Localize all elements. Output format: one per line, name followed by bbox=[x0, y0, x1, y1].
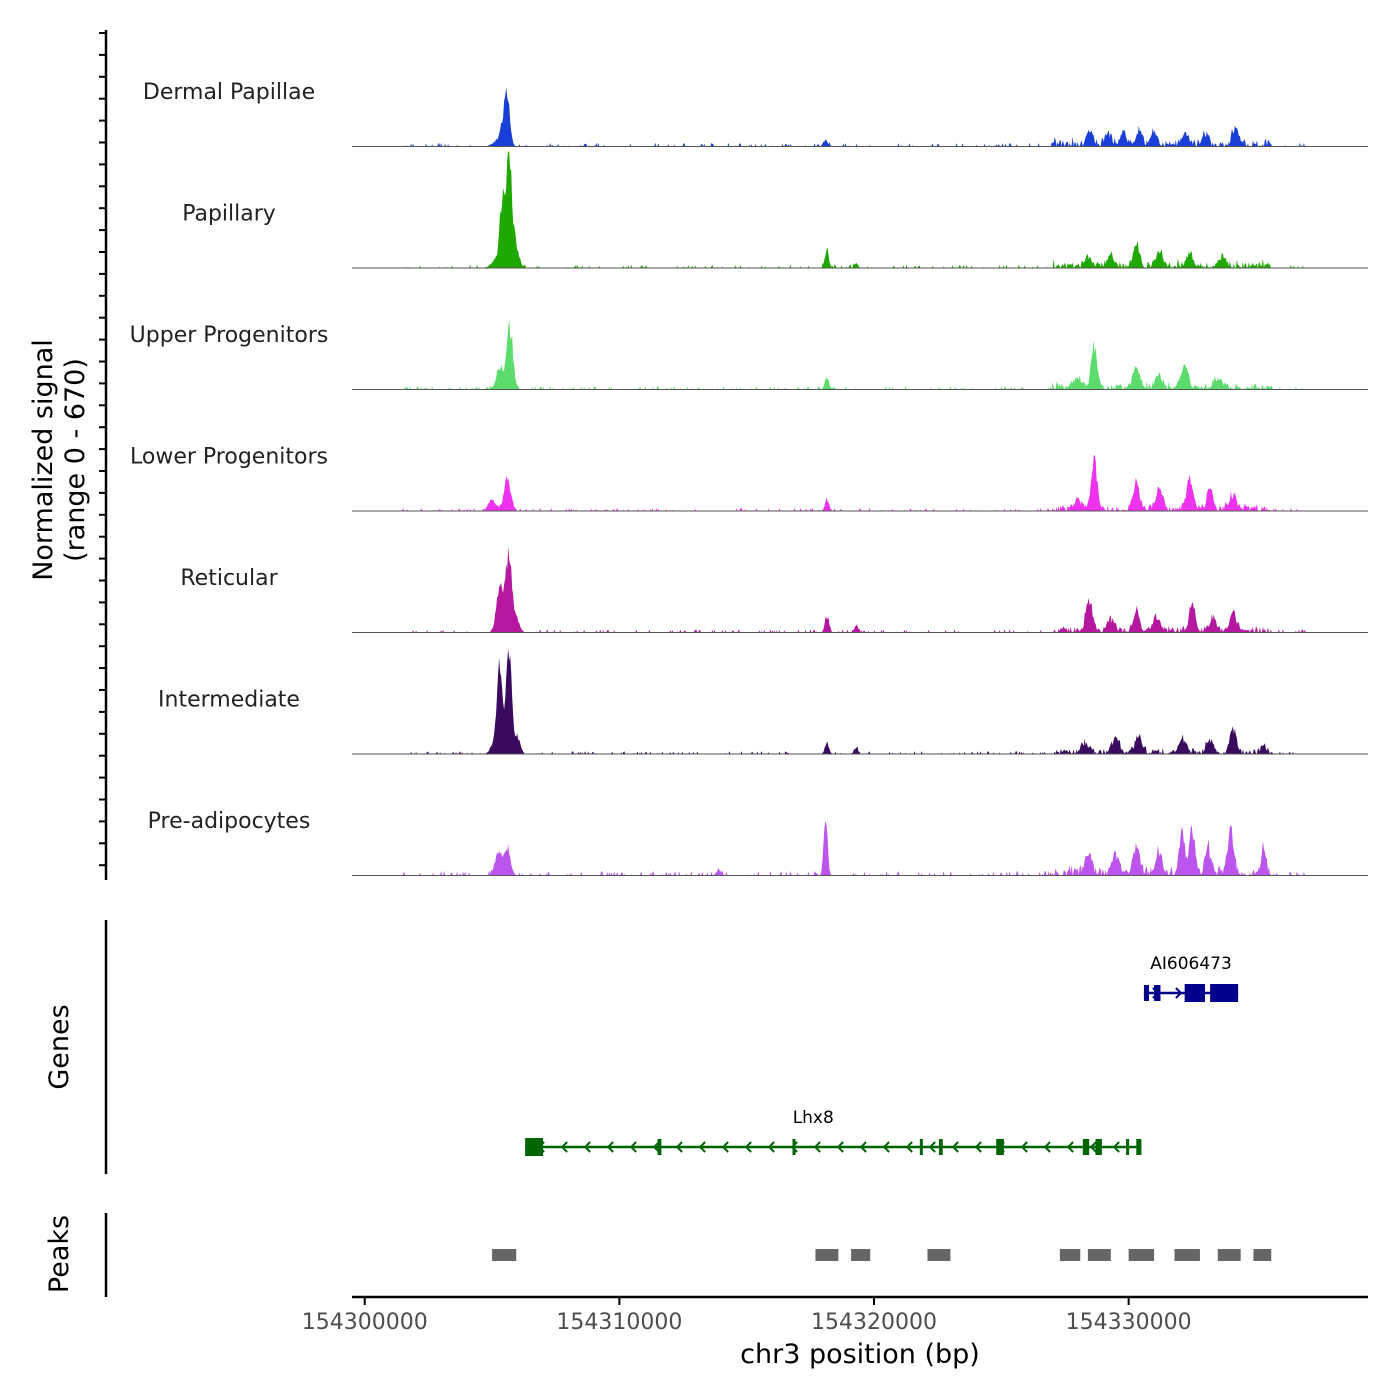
signal-panel: Dermal Papillae Papillary Upper Progenitor… bbox=[99, 30, 1368, 880]
peaks-panel bbox=[104, 1213, 1272, 1297]
track-label: Upper Progenitors bbox=[130, 323, 329, 348]
peaks-axis-title: Peaks bbox=[44, 1215, 75, 1293]
peak-region bbox=[1128, 1249, 1155, 1261]
coverage-area bbox=[352, 546, 1368, 633]
exon-block bbox=[1095, 1139, 1102, 1155]
gene-lhx8: Lhx8 bbox=[525, 1108, 1142, 1156]
x-tick-label: 154300000 bbox=[302, 1310, 428, 1335]
strand-arrow bbox=[767, 1141, 775, 1153]
strand-arrow bbox=[698, 1141, 706, 1153]
strand-arrow bbox=[675, 1141, 683, 1153]
peak-region bbox=[927, 1249, 951, 1261]
x-tick-label: 154320000 bbox=[811, 1310, 937, 1335]
exon-block bbox=[1184, 984, 1206, 1002]
strand-arrow bbox=[606, 1141, 614, 1153]
strand-arrow bbox=[652, 1141, 660, 1153]
track-label: Intermediate bbox=[158, 688, 300, 713]
track-pre-adipocytes: Pre-adipocytes bbox=[148, 809, 1368, 876]
exon-block bbox=[1210, 984, 1239, 1002]
track-label: Lower Progenitors bbox=[130, 445, 328, 470]
peak-region bbox=[492, 1249, 517, 1261]
gene-name-label: Lhx8 bbox=[793, 1108, 834, 1128]
strand-arrow bbox=[859, 1141, 867, 1153]
strand-arrow bbox=[1175, 987, 1183, 999]
strand-arrow bbox=[583, 1141, 591, 1153]
exon-block bbox=[996, 1139, 1004, 1155]
strand-arrow bbox=[744, 1141, 752, 1153]
strand-arrow bbox=[560, 1141, 568, 1153]
track-label: Reticular bbox=[180, 566, 278, 591]
x-axis: 154300000 154310000 154320000 154330000 bbox=[302, 1295, 1368, 1335]
exon-block bbox=[792, 1139, 796, 1155]
genes-panel: AI606473 Lhx8 bbox=[104, 920, 1239, 1174]
exon-block bbox=[1143, 985, 1150, 1001]
gene-ai606473: AI606473 bbox=[1143, 954, 1239, 1002]
exon-block bbox=[919, 1139, 923, 1155]
strand-arrow bbox=[928, 1141, 936, 1153]
exon-block bbox=[1082, 1139, 1090, 1155]
exon-block bbox=[938, 1139, 943, 1155]
track-label: Pre-adipocytes bbox=[148, 809, 311, 834]
exon-block bbox=[657, 1139, 662, 1155]
y-axis-title-line2: (range 0 - 670) bbox=[60, 358, 91, 562]
track-upper-progenitors: Upper Progenitors bbox=[130, 318, 1368, 390]
strand-arrow bbox=[1043, 1141, 1051, 1153]
gene-name-label: AI606473 bbox=[1150, 954, 1232, 974]
coverage-area bbox=[352, 648, 1368, 754]
track-label: Dermal Papillae bbox=[143, 80, 315, 105]
track-intermediate: Intermediate bbox=[158, 648, 1368, 755]
strand-arrow bbox=[905, 1141, 913, 1153]
strand-arrow bbox=[1020, 1141, 1028, 1153]
strand-arrow bbox=[974, 1141, 982, 1153]
peak-region bbox=[1059, 1249, 1081, 1261]
coverage-area bbox=[352, 318, 1368, 390]
coverage-area bbox=[352, 151, 1368, 268]
peak-region bbox=[1217, 1249, 1241, 1261]
exon-block bbox=[1154, 985, 1161, 1001]
coverage-area bbox=[352, 87, 1368, 147]
strand-arrow bbox=[1066, 1141, 1074, 1153]
genes-axis-title: Genes bbox=[44, 1004, 75, 1089]
strand-arrow bbox=[951, 1141, 959, 1153]
strand-arrow bbox=[721, 1141, 729, 1153]
strand-arrow bbox=[836, 1141, 844, 1153]
x-tick-label: 154330000 bbox=[1066, 1310, 1192, 1335]
track-dermal-papillae: Dermal Papillae bbox=[143, 80, 1368, 147]
strand-arrow bbox=[1112, 1141, 1120, 1153]
x-axis-title: chr3 position (bp) bbox=[740, 1339, 980, 1370]
y-axis-title-line1: Normalized signal bbox=[28, 339, 59, 581]
peak-region bbox=[1087, 1249, 1111, 1261]
strand-arrow bbox=[629, 1141, 637, 1153]
exon-block bbox=[1136, 1139, 1142, 1155]
x-tick-label: 154310000 bbox=[556, 1310, 682, 1335]
strand-arrow bbox=[1089, 1141, 1097, 1153]
exon-block bbox=[1126, 1139, 1130, 1155]
peak-region bbox=[815, 1249, 839, 1261]
peak-region bbox=[1174, 1249, 1200, 1261]
peak-region bbox=[851, 1249, 871, 1261]
coverage-area bbox=[352, 820, 1368, 876]
coverage-area bbox=[352, 455, 1368, 511]
track-lower-progenitors: Lower Progenitors bbox=[130, 445, 1368, 512]
strand-arrow bbox=[882, 1141, 890, 1153]
peak-region bbox=[1253, 1249, 1272, 1261]
strand-arrow bbox=[813, 1141, 821, 1153]
track-reticular: Reticular bbox=[180, 546, 1368, 633]
track-papillary: Papillary bbox=[182, 151, 1368, 269]
track-label: Papillary bbox=[182, 202, 276, 227]
exon-block bbox=[525, 1138, 543, 1156]
